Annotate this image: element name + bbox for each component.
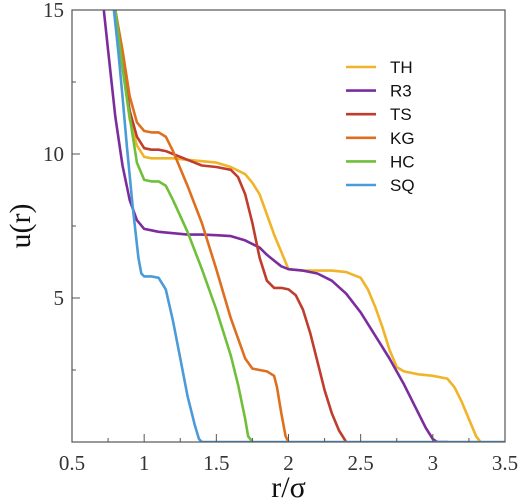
x-tick-label: 2: [283, 451, 294, 475]
legend: TH R3 TS KG HC SQ: [346, 58, 415, 195]
x-tick-label: 0.5: [59, 451, 85, 475]
series-line-r3: [102, 10, 449, 442]
x-tick-label: 1.5: [203, 451, 229, 475]
legend-label-th: TH: [390, 58, 413, 77]
x-tick-label: 3: [428, 451, 439, 475]
x-tick-label: 3.5: [492, 451, 518, 475]
legend-label-kg: KG: [390, 129, 415, 148]
x-tick-label: 1: [139, 451, 150, 475]
legend-label-hc: HC: [390, 152, 415, 171]
series-line-hc: [114, 10, 254, 442]
series-line-kg: [114, 10, 290, 442]
x-axis: 0.5 1 1.5 2 2.5 3 3.5: [59, 434, 518, 475]
plot-series-group: [102, 10, 505, 442]
series-line-sq: [112, 10, 505, 442]
y-axis-title: u(r): [4, 204, 37, 249]
legend-label-ts: TS: [390, 105, 412, 124]
x-tick-label: 2.5: [348, 451, 374, 475]
series-line-th: [114, 10, 482, 442]
y-axis: 5 10 15: [43, 0, 80, 371]
legend-label-sq: SQ: [390, 176, 415, 195]
y-tick-label: 10: [43, 142, 64, 166]
series-line-ts: [114, 10, 348, 442]
y-tick-label: 15: [43, 0, 64, 22]
legend-label-r3: R3: [390, 82, 412, 101]
x-axis-title: r/σ: [271, 471, 306, 504]
y-tick-label: 5: [54, 286, 65, 310]
